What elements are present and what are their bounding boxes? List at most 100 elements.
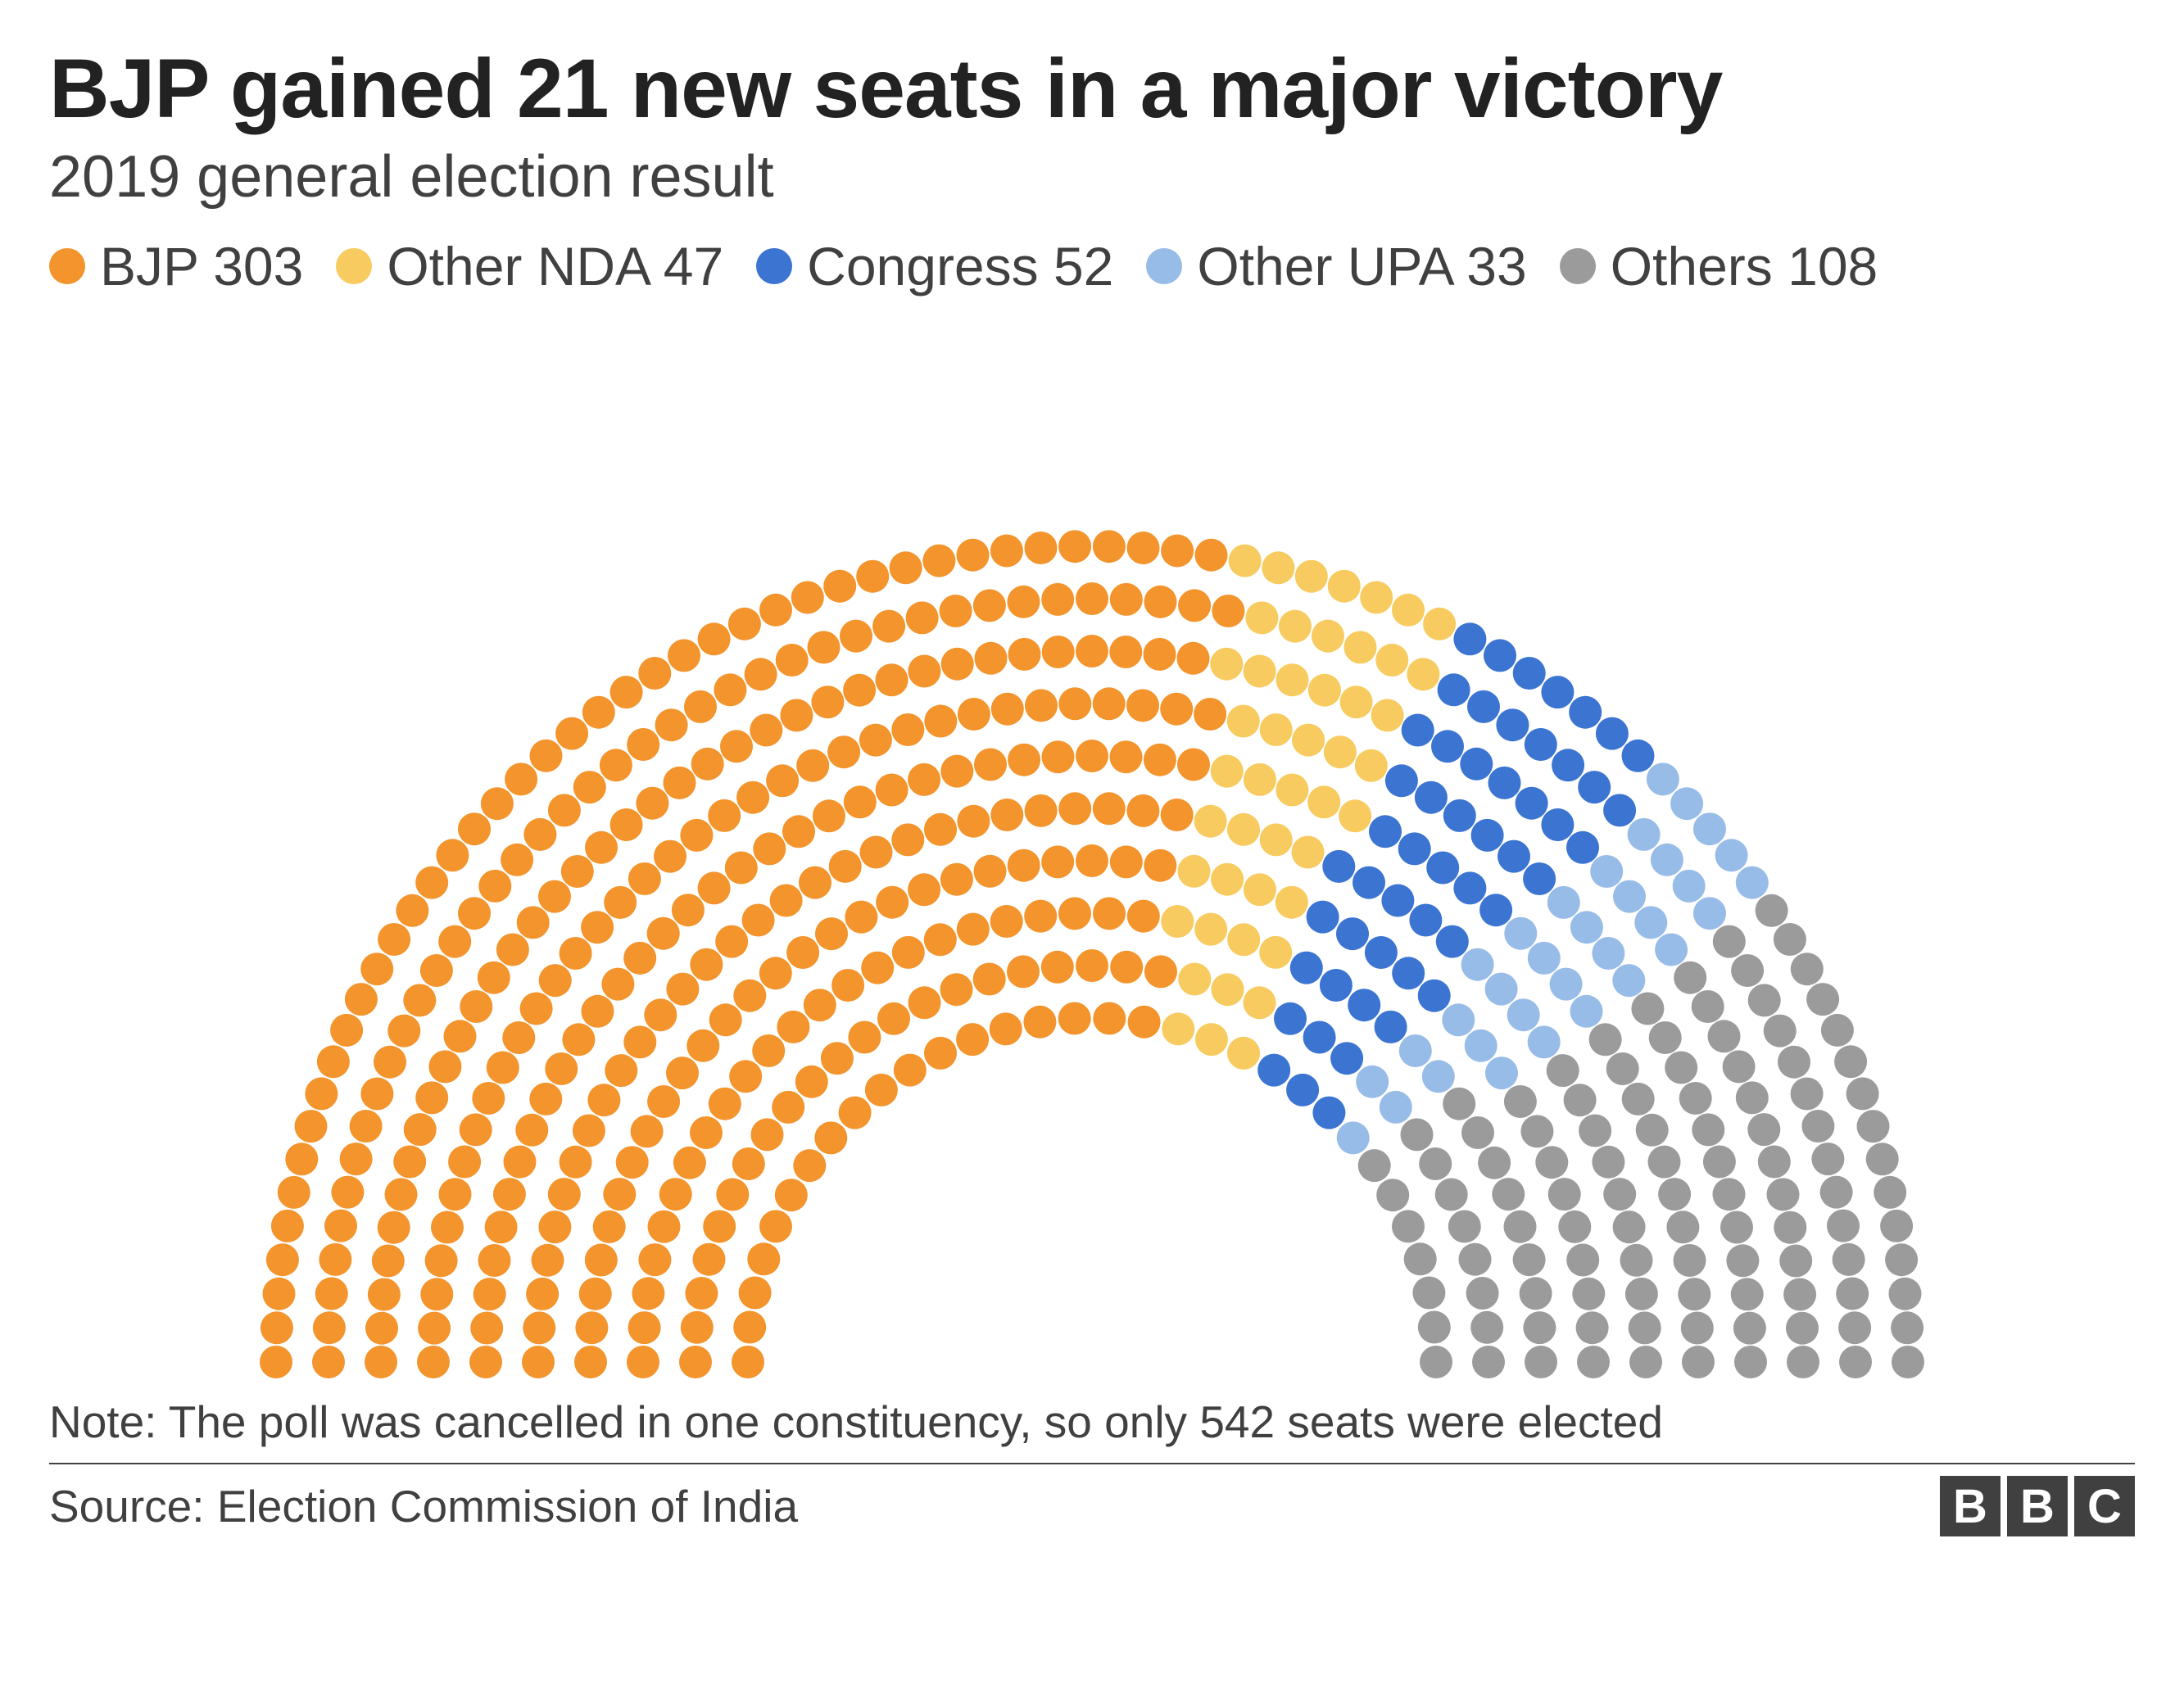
seat-dot xyxy=(628,862,661,895)
seat-dot xyxy=(1767,1178,1800,1210)
seat-dot xyxy=(415,867,448,899)
seat-dot xyxy=(1885,1243,1918,1276)
seat-dot xyxy=(957,913,990,946)
seat-dot xyxy=(777,1011,809,1043)
seat-dot xyxy=(436,839,469,871)
seat-dot xyxy=(532,1244,564,1277)
legend-dot-icon xyxy=(1560,248,1596,284)
seat-dot xyxy=(690,948,723,981)
seat-dot xyxy=(1665,1052,1697,1084)
seat-dot xyxy=(1836,1278,1869,1310)
seat-dot xyxy=(585,831,618,864)
seat-dot xyxy=(526,1278,559,1310)
seat-dot xyxy=(1443,1088,1475,1120)
seat-dot xyxy=(638,657,671,690)
seat-dot xyxy=(827,735,860,768)
seat-dot xyxy=(1472,1346,1505,1378)
seat-dot xyxy=(603,1178,636,1210)
seat-dot xyxy=(1507,998,1540,1031)
legend-dot-icon xyxy=(49,248,85,284)
seat-dot xyxy=(1126,689,1159,722)
seat-dot xyxy=(627,728,659,761)
seat-dot xyxy=(1402,714,1434,747)
seat-dot xyxy=(890,551,922,584)
seat-dot xyxy=(627,1346,659,1378)
seat-dot xyxy=(1126,794,1159,827)
seat-dot xyxy=(1042,740,1075,773)
seat-dot xyxy=(1535,1146,1568,1179)
seat-dot xyxy=(775,1179,808,1211)
seat-dot xyxy=(1834,1045,1867,1078)
seat-dot xyxy=(840,620,872,653)
seat-dot xyxy=(501,844,533,876)
seat-dot xyxy=(690,1116,723,1149)
seat-dot xyxy=(538,1210,571,1243)
seat-dot xyxy=(848,1021,881,1054)
seat-dot xyxy=(655,708,688,741)
seat-dot xyxy=(593,1210,626,1243)
seat-dot xyxy=(843,674,876,707)
seat-dot xyxy=(714,673,746,706)
seat-dot xyxy=(1358,1149,1391,1182)
seat-dot xyxy=(1365,936,1398,969)
seat-dot xyxy=(1058,897,1091,930)
seat-dot xyxy=(312,1346,345,1378)
seat-dot xyxy=(1606,1052,1639,1085)
seat-dot xyxy=(1360,581,1393,614)
seat-dot xyxy=(1541,676,1574,708)
seat-dot xyxy=(623,1025,656,1058)
seat-dot xyxy=(1820,1176,1853,1209)
seat-dot xyxy=(1525,1346,1557,1378)
seat-dot xyxy=(278,1176,310,1209)
seat-dot xyxy=(908,986,941,1019)
seat-dot xyxy=(470,1312,503,1345)
seat-dot xyxy=(1161,905,1194,938)
seat-dot xyxy=(666,973,699,1006)
seat-dot xyxy=(1636,1114,1669,1147)
legend-label: BJP 303 xyxy=(100,235,303,297)
seat-dot xyxy=(1371,699,1404,731)
seat-dot xyxy=(1328,570,1361,603)
seat-dot xyxy=(736,781,769,814)
seat-dot xyxy=(876,774,908,807)
seat-dot xyxy=(877,1002,910,1035)
seat-dot xyxy=(770,885,803,917)
seat-dot xyxy=(1195,539,1228,572)
seat-dot xyxy=(1513,1243,1546,1276)
seat-dot xyxy=(1348,989,1380,1021)
seat-dot xyxy=(872,610,905,643)
legend-item-congress: Congress 52 xyxy=(756,235,1113,297)
seat-dot xyxy=(562,1023,595,1056)
seat-dot xyxy=(1547,1054,1579,1087)
seat-dot xyxy=(1161,535,1194,568)
seat-dot xyxy=(1412,1277,1445,1310)
seat-dot xyxy=(263,1278,296,1310)
seat-dot xyxy=(1178,589,1211,622)
seat-dot xyxy=(786,936,819,969)
seat-dot xyxy=(1713,1178,1746,1210)
seat-dot xyxy=(1058,1002,1091,1035)
seat-dot xyxy=(1720,1211,1753,1244)
seat-dot xyxy=(374,1046,406,1079)
seat-dot xyxy=(1547,886,1580,919)
seat-dot xyxy=(1336,917,1369,950)
seat-dot xyxy=(991,693,1024,726)
legend-dot-icon xyxy=(756,248,792,284)
seat-dot xyxy=(1244,655,1276,688)
seat-dot xyxy=(745,658,777,690)
seat-dot xyxy=(378,1211,410,1244)
seat-dot xyxy=(387,1015,420,1048)
seat-dot xyxy=(1008,586,1040,618)
seat-dot xyxy=(750,714,782,747)
seat-dot xyxy=(1076,949,1108,982)
seat-dot xyxy=(529,1083,562,1115)
seat-dot xyxy=(908,763,940,796)
seat-dot xyxy=(753,832,786,865)
seat-dot xyxy=(1726,1244,1759,1277)
seat-dot xyxy=(1093,792,1126,825)
seat-dot xyxy=(1260,823,1293,856)
seat-dot xyxy=(974,855,1007,888)
seat-dot xyxy=(1442,1003,1475,1036)
seat-dot xyxy=(747,1242,780,1275)
seat-dot xyxy=(698,622,731,655)
